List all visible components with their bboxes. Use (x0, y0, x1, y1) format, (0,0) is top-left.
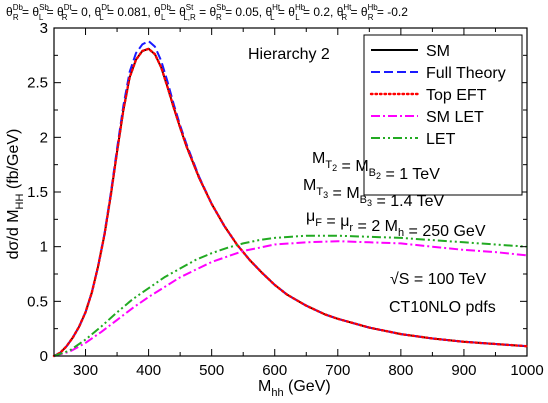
x-tick-label: 1000 (510, 362, 543, 379)
x-tick-label: 400 (136, 362, 161, 379)
y-tick-label: 3 (40, 20, 48, 37)
y-tick-label: 0 (40, 348, 48, 365)
series-layer (52, 40, 529, 358)
y-axis-title: dσ/d MHH (fb/GeV) (5, 129, 26, 260)
x-tick-label: 600 (262, 362, 287, 379)
legend-label: LET (426, 131, 456, 148)
annotation-mass2: MT2 = MB2 = 1 TeV (312, 150, 440, 183)
annotation-pdfs: CT10NLO pdfs (389, 299, 496, 316)
legend-label: Full Theory (426, 65, 506, 82)
parameter-header-text: θDb R = θSb L = θDt R = 0, θDt L = 0.081, θD… (6, 3, 408, 22)
annotation-mass3: MT3 = MB3 = 1.4 TeV (303, 177, 445, 210)
annotation-scales: μF = μr = 2 Mh = 250 GeV (306, 208, 486, 240)
series-line-let (53, 234, 528, 357)
legend-label: SM LET (426, 109, 484, 126)
x-axis-title: Mhh (GeV) (258, 378, 331, 399)
x-axis-label: Mhh (GeV) (258, 378, 331, 399)
parameter-header: θDb R = θSb L = θDt R = 0, θDt L = 0.081, θD… (6, 3, 408, 22)
y-tick-label: 2 (40, 129, 48, 146)
x-tick-label: 700 (325, 362, 350, 379)
y-axis-label: dσ/d MHH (fb/GeV) (5, 129, 26, 260)
annotation-energy: √S = 100 TeV (390, 271, 486, 288)
x-tick-label: 900 (451, 362, 476, 379)
x-tick-label: 500 (199, 362, 224, 379)
x-tick-label: 300 (73, 362, 98, 379)
series-line-sm-let (53, 240, 528, 357)
panel-label: Hierarchy 2 (248, 46, 330, 63)
y-tick-label: 0.5 (27, 293, 48, 310)
y-tick-label: 1 (40, 239, 48, 256)
legend: SM Full Theory Top EFT SM LET LET (363, 34, 523, 196)
axis-ticks: 300 400 500 600 700 800 900 1000 0 0.5 1 1.5 2 2.5 3 (27, 20, 544, 379)
y-tick-label: 1.5 (27, 184, 48, 201)
y-tick-label: 2.5 (27, 75, 48, 92)
legend-label: SM (426, 43, 450, 60)
x-tick-label: 800 (388, 362, 413, 379)
legend-label: Top EFT (426, 87, 487, 104)
series-line-top-eft (52, 47, 529, 358)
